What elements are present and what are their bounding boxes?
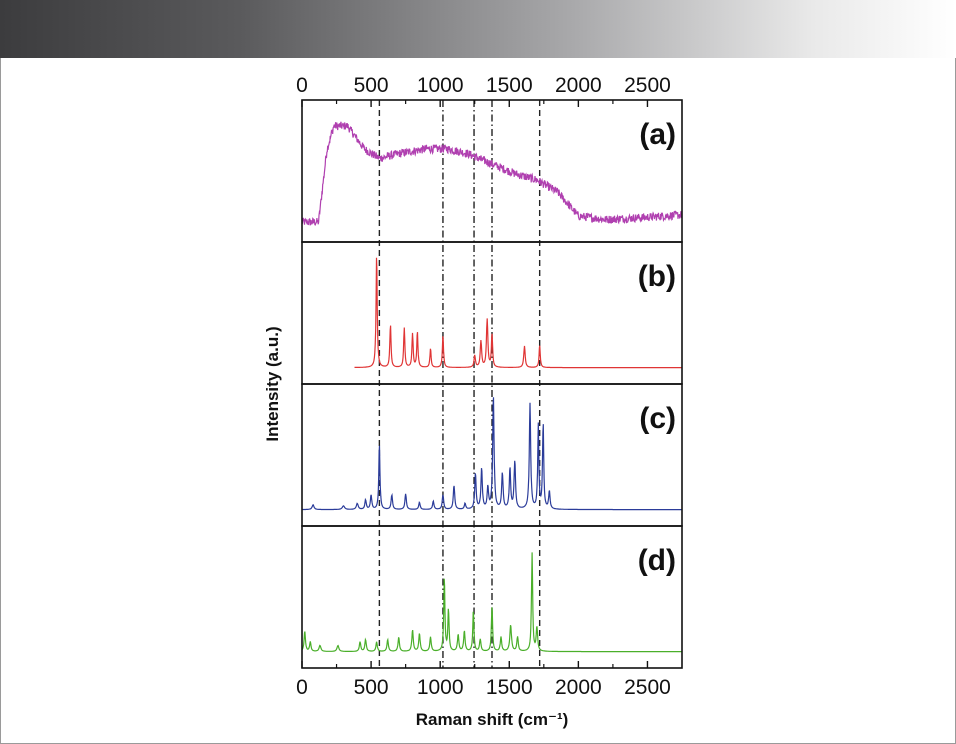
panel-label-1: (a)	[639, 118, 676, 151]
header-gradient-bar	[0, 0, 956, 58]
axis-ticks: 0 500 1000 1500 2000 2500 0 500 1000 1500 2000 2500	[296, 74, 671, 699]
bottom-tick-label-3: 1500	[486, 676, 533, 699]
bottom-tick-label-0: 0	[296, 676, 308, 699]
top-tick-label-4: 2000	[555, 74, 602, 97]
panel-label-2: (b)	[638, 260, 676, 293]
y-axis-title: Intensity (a.u.)	[263, 326, 282, 441]
spectrum-line-1	[301, 121, 683, 226]
panel-labels: (a) (b) (c) (d)	[638, 118, 676, 577]
panel-frames	[301, 99, 683, 669]
top-tick-label-1: 500	[354, 74, 389, 97]
top-tick-label-5: 2500	[624, 74, 671, 97]
top-tick-label-3: 1500	[486, 74, 533, 97]
panel-label-4: (d)	[638, 544, 676, 577]
top-tick-label-0: 0	[296, 74, 308, 97]
panel-label-3: (c)	[639, 402, 676, 435]
bottom-tick-label-1: 500	[354, 676, 389, 699]
bottom-tick-label-2: 1000	[417, 676, 464, 699]
bottom-tick-label-4: 2000	[555, 676, 602, 699]
top-tick-label-2: 1000	[417, 74, 464, 97]
spectrum-line-3	[302, 397, 682, 511]
bottom-tick-label-5: 2500	[624, 676, 671, 699]
spectrum-line-2	[354, 257, 682, 369]
spectra-series	[301, 121, 683, 653]
spectrum-line-4	[301, 552, 682, 653]
x-axis-title: Raman shift (cm⁻¹)	[416, 710, 569, 729]
panel-frame-4	[301, 525, 683, 669]
